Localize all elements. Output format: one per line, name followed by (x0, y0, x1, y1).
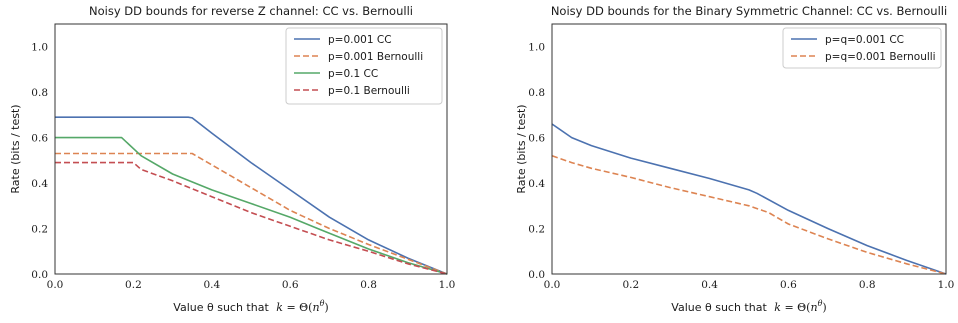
x-tick-label: 0.0 (544, 279, 561, 291)
y-tick-labels-left: 0.0 0.2 0.4 0.6 0.8 1.0 (31, 42, 48, 281)
y-axis-label-right: Rate (bits / test) (515, 104, 528, 193)
legend-box-left (285, 27, 443, 105)
series-line-2 (55, 136, 448, 275)
legend-label-1: p=q=0.001 Bernoulli (825, 51, 936, 63)
legend-label-2: p=0.1 CC (328, 68, 378, 80)
x-axis-label-left: Value θ such that k = Θ(nθ) (173, 299, 328, 314)
legend-entries-right: p=q=0.001 CC p=q=0.001 Bernoulli (791, 34, 936, 63)
x-axis-label-math-left: k = Θ(nθ) (276, 299, 328, 314)
y-tick-label: 0.0 (31, 269, 48, 281)
legend-box-right (782, 27, 942, 69)
x-tick-label: 1.0 (938, 279, 955, 291)
x-tick-label: 0.4 (203, 279, 220, 291)
y-tick-label: 0.4 (31, 178, 48, 190)
x-tick-label: 0.2 (125, 279, 142, 291)
series-line-0 (551, 123, 947, 275)
series-line-1 (551, 155, 947, 275)
y-tick-label: 0.8 (31, 87, 48, 99)
legend-left: p=0.001 CC p=0.001 Bernoulli p=0.1 CC p=0.1… (285, 27, 443, 105)
legend-label-3: p=0.1 Bernoulli (328, 85, 410, 97)
y-tick-label: 1.0 (528, 42, 545, 54)
series-lines-left (55, 116, 448, 275)
x-tick-label: 0.6 (780, 279, 797, 291)
chart-left-title: Noisy DD bounds for reverse Z channel: C… (89, 4, 413, 18)
x-tick-label: 0.2 (622, 279, 639, 291)
x-tick-label: 1.0 (439, 279, 456, 291)
legend-label-0: p=0.001 CC (328, 34, 392, 46)
y-axis-label-left: Rate (bits / test) (9, 104, 22, 193)
plot-area-right: 0.0 0.2 0.4 0.6 0.8 1.0 0.0 0.2 0.4 0.6 0.8 1.0 (528, 23, 955, 291)
series-line-0 (55, 116, 448, 275)
axes-frame-left (54, 23, 448, 275)
series-line-3 (55, 161, 448, 275)
x-tick-labels-left: 0.0 0.2 0.4 0.6 0.8 1.0 (47, 279, 456, 291)
chart-right-title: Noisy DD bounds for the Binary Symmetric… (551, 4, 947, 18)
y-tick-label: 0.4 (528, 178, 545, 190)
x-tick-label: 0.6 (282, 279, 299, 291)
x-tick-label: 0.0 (47, 279, 64, 291)
y-tick-label: 1.0 (31, 42, 48, 54)
x-tick-label: 0.8 (360, 279, 377, 291)
x-tick-label: 0.8 (859, 279, 876, 291)
legend-label-1: p=0.001 Bernoulli (328, 51, 423, 63)
series-lines-right (551, 123, 947, 275)
plot-area-left: 0.0 0.2 0.4 0.6 0.8 1.0 0.0 0.2 0.4 0.6 0.8 1.0 (31, 23, 456, 291)
chart-right: Noisy DD bounds for the Binary Symmetric… (515, 4, 954, 314)
series-line-1 (55, 152, 448, 275)
legend-right: p=q=0.001 CC p=q=0.001 Bernoulli (782, 27, 942, 69)
x-tick-label: 0.4 (701, 279, 718, 291)
legend-entries-left: p=0.001 CC p=0.001 Bernoulli p=0.1 CC p=0.1… (294, 34, 423, 97)
x-axis-label-right: Value θ such that k = Θ(nθ) (671, 299, 826, 314)
x-axis-label-text-left: Value θ such that (173, 301, 269, 314)
y-tick-labels-right: 0.0 0.2 0.4 0.6 0.8 1.0 (528, 42, 545, 281)
chart-left: Noisy DD bounds for reverse Z channel: C… (9, 4, 455, 314)
y-tick-label: 0.8 (528, 87, 545, 99)
y-tick-label: 0.0 (528, 269, 545, 281)
axes-frame-right (551, 23, 947, 275)
y-tick-label: 0.2 (528, 224, 545, 236)
x-axis-label-text-right: Value θ such that (671, 301, 767, 314)
x-tick-labels-right: 0.0 0.2 0.4 0.6 0.8 1.0 (544, 279, 955, 291)
y-tick-label: 0.6 (31, 133, 48, 145)
x-axis-label-math-right: k = Θ(nθ) (774, 299, 826, 314)
legend-label-0: p=q=0.001 CC (825, 34, 904, 46)
y-tick-label: 0.6 (528, 133, 545, 145)
y-tick-label: 0.2 (31, 224, 48, 236)
